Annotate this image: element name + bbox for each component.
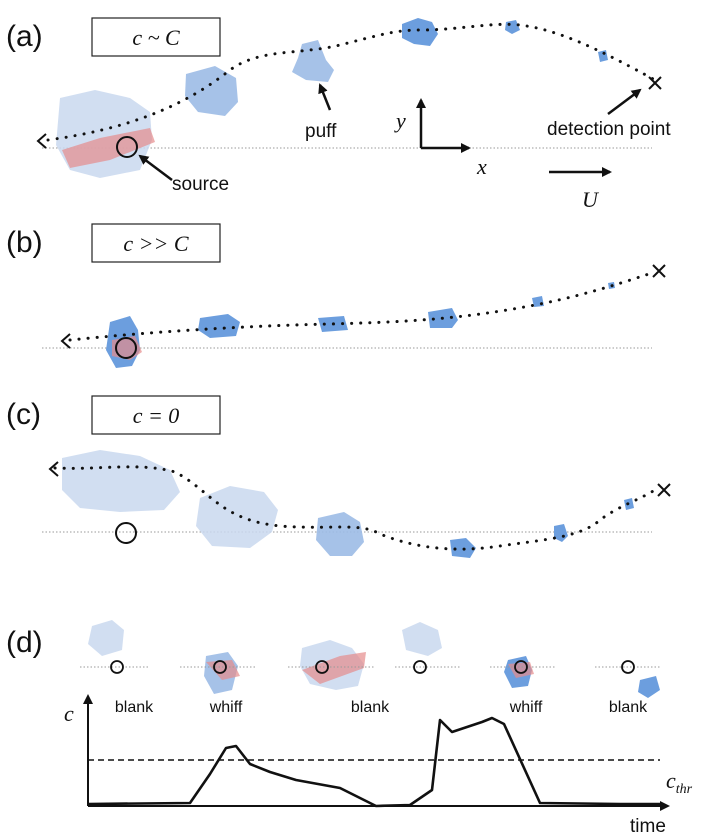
panel-c: (c) c = 0	[6, 395, 671, 558]
event-label-4: whiff	[509, 699, 543, 716]
source-marker-c	[115, 522, 137, 544]
snapshot-3-overlap	[302, 652, 366, 684]
snapshot-6-puff	[638, 676, 660, 698]
source-pointer	[138, 154, 173, 181]
x-axis-label: x	[476, 154, 487, 179]
panel-d: (d) blank whiff blank whiff blank	[6, 620, 693, 837]
source-marker-b	[115, 337, 137, 359]
puff-c3	[316, 512, 364, 556]
panel-b-box	[91, 223, 221, 263]
source-label: source	[172, 174, 229, 195]
concentration-signal	[87, 716, 660, 808]
puff-a2	[185, 66, 238, 116]
snapshot-1-source	[110, 660, 124, 674]
threshold-label: cthr	[666, 768, 693, 797]
velocity-label: U	[582, 187, 600, 212]
puff-a6	[598, 50, 608, 62]
detection-point-b	[652, 264, 666, 278]
trajectory-b-arrowhead	[60, 333, 71, 349]
panel-d-label: (d)	[6, 626, 43, 659]
snapshot-6-source	[621, 660, 635, 674]
panel-a-label: (a)	[6, 20, 43, 53]
time-axis-label: time	[630, 816, 666, 837]
event-label-2: whiff	[209, 699, 243, 716]
panel-b: (b) c >> C	[6, 223, 666, 368]
panel-b-label: (b)	[6, 226, 43, 259]
snapshot-1-puff	[88, 620, 124, 656]
snapshot-2-source	[213, 660, 227, 674]
event-label-3: blank	[351, 699, 390, 716]
puff-a3	[292, 40, 334, 82]
puff-c2	[196, 486, 278, 548]
trajectory-b	[68, 270, 657, 342]
detection-pointer	[607, 88, 642, 115]
snapshot-4-source	[413, 660, 427, 674]
detection-point-a	[648, 76, 662, 90]
y-axis-label: y	[394, 108, 406, 133]
puff-a5	[505, 20, 520, 34]
trajectory-a-arrowhead	[36, 133, 47, 149]
panel-c-box	[91, 395, 221, 435]
detection-point-c	[657, 483, 671, 497]
snapshot-5-source	[514, 660, 528, 674]
panel-a-box	[91, 17, 221, 57]
trajectory-c-arrowhead	[48, 461, 59, 477]
snapshot-4-puff	[402, 622, 442, 656]
source-marker-a	[116, 136, 138, 158]
puff-pointer	[318, 83, 332, 111]
panel-a: (a) c ~ C source puff y x detection poin…	[6, 17, 671, 212]
puff-label: puff	[305, 121, 337, 142]
puff-c4	[450, 538, 476, 558]
snapshot-3-source	[315, 660, 329, 674]
panel-c-label: (c)	[6, 398, 41, 431]
panel-b-box-label: c >> C	[123, 231, 188, 256]
detection-point-label: detection point	[547, 119, 671, 140]
panel-a-box-label: c ~ C	[132, 25, 180, 50]
puff-c5	[554, 524, 568, 542]
puff-a4	[402, 18, 438, 46]
puff-c1	[62, 450, 180, 512]
concentration-axis-label: c	[64, 701, 74, 726]
event-label-1: blank	[115, 699, 154, 716]
event-label-5: blank	[609, 699, 648, 716]
panel-c-box-label: c = 0	[133, 403, 180, 428]
puff-b2	[198, 314, 240, 338]
